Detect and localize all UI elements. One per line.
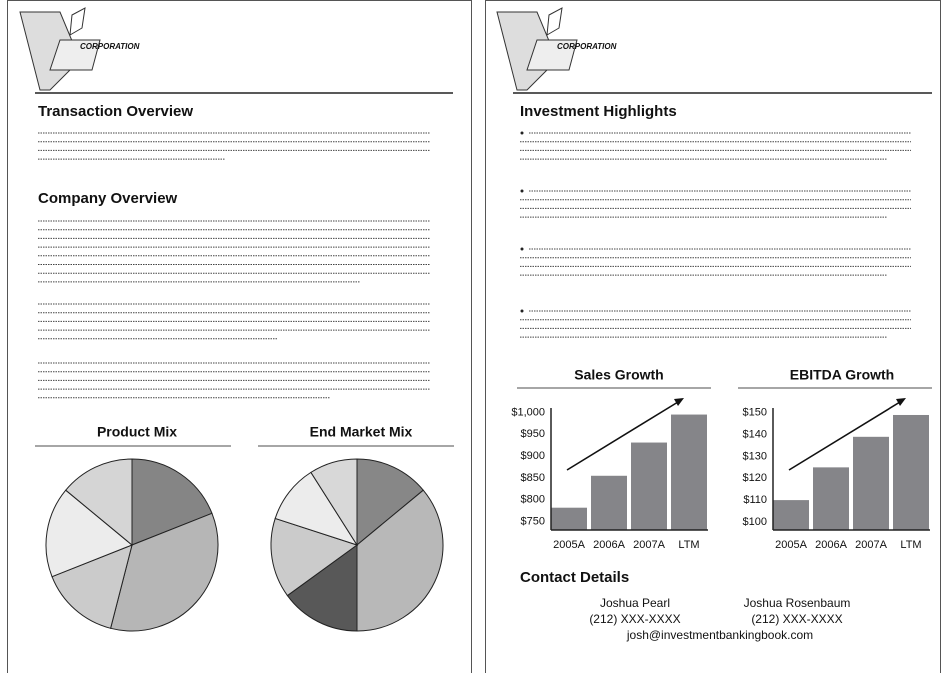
- logo-text: CORPORATION: [557, 42, 617, 51]
- x-tick-label: LTM: [678, 539, 699, 551]
- bullet: [520, 309, 524, 313]
- heading: Transaction Overview: [38, 103, 193, 120]
- bar: [591, 475, 627, 530]
- logo-text: CORPORATION: [80, 42, 140, 51]
- heading: Company Overview: [38, 190, 178, 207]
- pie-slice: [286, 544, 358, 632]
- chart-title: EBITDA Growth: [790, 367, 894, 383]
- chart-title: Sales Growth: [574, 367, 663, 383]
- right-page: [485, 0, 941, 673]
- x-tick-label: LTM: [900, 539, 921, 551]
- y-tick-label: $800: [521, 494, 545, 506]
- bar: [773, 500, 809, 530]
- heading: Contact Details: [520, 569, 629, 586]
- y-tick-label: $1,000: [511, 406, 545, 418]
- y-tick-label: $900: [521, 450, 545, 462]
- trend-arrow: [788, 401, 901, 471]
- x-tick-label: 2006A: [593, 539, 625, 551]
- contact-phone: (212) XXX-XXXX: [589, 612, 680, 626]
- trend-arrow: [566, 401, 679, 471]
- y-tick-label: $130: [743, 450, 767, 462]
- left-page: [7, 0, 472, 673]
- y-tick-label: $120: [743, 472, 767, 484]
- pie-slice: [131, 458, 213, 546]
- bar: [893, 414, 929, 530]
- chart-title: End Market Mix: [310, 424, 413, 440]
- y-tick-label: $850: [521, 472, 545, 484]
- bar: [813, 467, 849, 530]
- logo: [496, 7, 578, 91]
- x-tick-label: 2005A: [775, 539, 807, 551]
- pie-slice: [356, 489, 444, 632]
- bar: [671, 414, 707, 530]
- contact-phone: (212) XXX-XXXX: [751, 612, 842, 626]
- logo: [19, 7, 101, 91]
- pie-slice: [45, 489, 133, 578]
- contact-name: Joshua Rosenbaum: [744, 596, 851, 610]
- y-tick-label: $100: [743, 516, 767, 528]
- x-tick-label: 2007A: [633, 539, 665, 551]
- bar: [853, 436, 889, 530]
- heading: Investment Highlights: [520, 103, 677, 120]
- pie-slice: [270, 517, 359, 597]
- pie-slice: [110, 512, 219, 632]
- x-tick-label: 2005A: [553, 539, 585, 551]
- y-tick-label: $150: [743, 407, 767, 419]
- bar: [551, 507, 587, 530]
- bar: [631, 442, 667, 530]
- contact-name: Joshua Pearl: [600, 596, 670, 610]
- bullet: [520, 131, 524, 135]
- contact-email: josh@investmentbankingbook.com: [626, 628, 813, 642]
- bullet: [520, 247, 524, 251]
- pie-slice: [51, 544, 133, 629]
- x-tick-label: 2007A: [855, 539, 887, 551]
- pie-slice: [310, 458, 358, 547]
- pie-slice: [356, 458, 424, 547]
- y-tick-label: $750: [521, 516, 545, 528]
- chart-title: Product Mix: [97, 424, 177, 440]
- pie-slice: [65, 458, 133, 547]
- arrow-head: [896, 398, 906, 406]
- y-tick-label: $140: [743, 429, 767, 441]
- y-tick-label: $110: [743, 494, 767, 506]
- arrow-head: [674, 398, 684, 406]
- y-tick-label: $950: [521, 428, 545, 440]
- bullet: [520, 189, 524, 193]
- x-tick-label: 2006A: [815, 539, 847, 551]
